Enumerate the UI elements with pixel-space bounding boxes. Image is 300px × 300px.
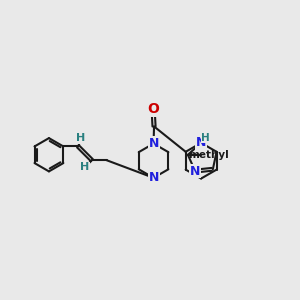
Text: N: N	[148, 171, 159, 184]
Text: methyl: methyl	[188, 150, 229, 160]
Text: H: H	[201, 133, 209, 142]
Text: H: H	[80, 162, 89, 172]
Text: N: N	[190, 165, 200, 178]
Text: N: N	[196, 136, 206, 149]
Text: H: H	[76, 133, 85, 143]
Text: O: O	[147, 102, 159, 116]
Text: N: N	[148, 137, 159, 150]
